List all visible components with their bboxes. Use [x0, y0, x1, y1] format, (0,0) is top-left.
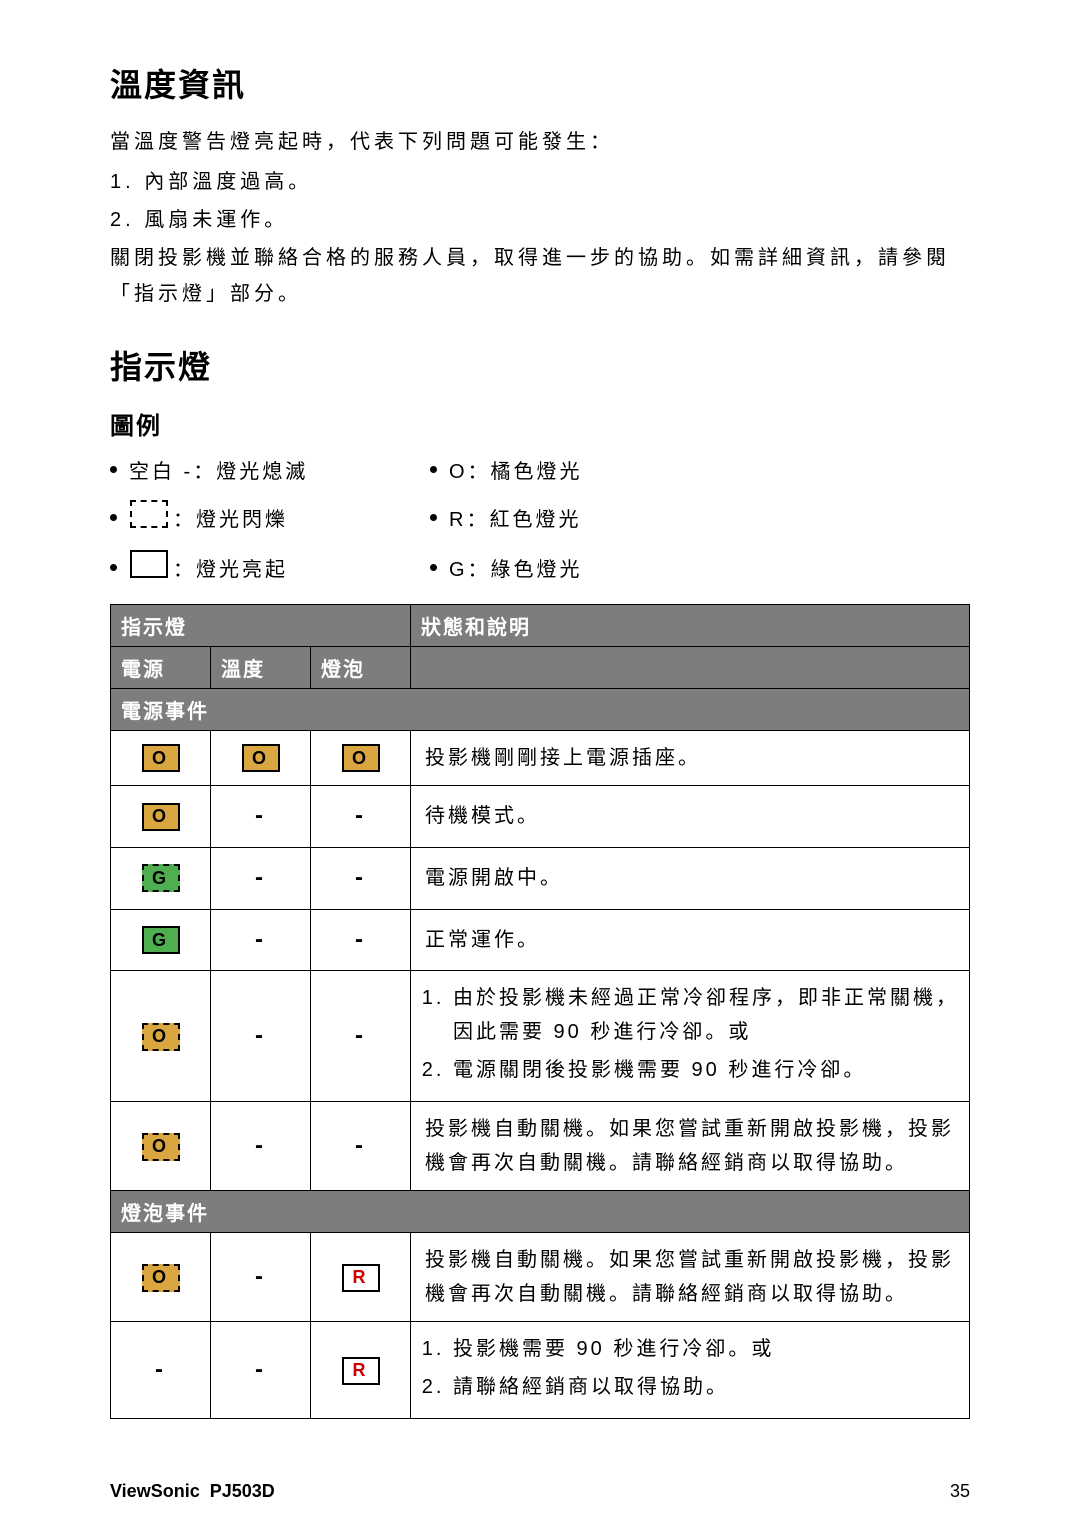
th-power-events: 電源事件: [111, 689, 970, 731]
bullet-icon: [110, 466, 117, 473]
indicator-red-solid: R: [342, 1357, 380, 1385]
legend-green: G：綠色燈光: [449, 553, 583, 582]
legend-flash: ：燈光閃爍: [173, 503, 288, 532]
th-lamp: 燈泡: [311, 647, 411, 689]
indicator-off: -: [255, 1356, 266, 1383]
footer-page-number: 35: [950, 1481, 970, 1502]
th-empty: [411, 647, 970, 689]
table-row: G - - 電源開啟中。: [111, 847, 970, 909]
indicator-off: -: [255, 1263, 266, 1290]
indicator-off: -: [255, 1022, 266, 1049]
indicator-orange-flash: O: [142, 1133, 180, 1161]
legend-title: 圖例: [110, 406, 970, 441]
indicator-off: -: [355, 1132, 366, 1159]
bullet-icon: [110, 564, 117, 571]
row-desc: 正常運作。: [411, 909, 970, 971]
indicator-table: 指示燈 狀態和說明 電源 溫度 燈泡 電源事件 O O O 投影機剛剛接上電源插…: [110, 604, 970, 1419]
legend-blank: 空白 -：燈光熄滅: [129, 455, 308, 484]
temp-item-2: 2. 風扇未運作。: [110, 202, 970, 238]
indicator-off: -: [355, 802, 366, 829]
flash-icon: [130, 500, 168, 528]
indicator-off: -: [355, 864, 366, 891]
indicator-off: -: [255, 864, 266, 891]
row-desc: 投影機剛剛接上電源插座。: [411, 731, 970, 786]
th-lamp-events: 燈泡事件: [111, 1191, 970, 1233]
indicator-orange-solid: O: [242, 744, 280, 772]
indicator-green-solid: G: [142, 926, 180, 954]
on-icon: [130, 550, 168, 578]
row-desc-item: 請聯絡經銷商以取得協助。: [453, 1370, 959, 1404]
legend-block: 空白 -：燈光熄滅 O：橘色燈光 ：燈光閃爍 R：紅色燈光 ：燈光亮起 G：綠色…: [110, 455, 970, 584]
bullet-icon: [430, 514, 437, 521]
row-desc: 待機模式。: [411, 786, 970, 848]
table-row: O - - 投影機自動關機。如果您嘗試重新開啟投影機，投影機會再次自動關機。請聯…: [111, 1102, 970, 1191]
temp-intro: 當溫度警告燈亮起時，代表下列問題可能發生：: [110, 124, 970, 160]
section-temperature-title: 溫度資訊: [110, 60, 970, 106]
indicator-off: -: [255, 1132, 266, 1159]
indicator-orange-flash: O: [142, 1023, 180, 1051]
temp-note: 關閉投影機並聯絡合格的服務人員，取得進一步的協助。如需詳細資訊，請參閱「指示燈」…: [110, 240, 970, 312]
row-desc: 電源開啟中。: [411, 847, 970, 909]
indicator-orange-solid: O: [142, 744, 180, 772]
th-indicator: 指示燈: [111, 605, 411, 647]
row-desc-list: 投影機需要 90 秒進行冷卻。或 請聯絡經銷商以取得協助。: [425, 1332, 959, 1404]
table-row: G - - 正常運作。: [111, 909, 970, 971]
table-row: O - - 由於投影機未經過正常冷卻程序，即非正常關機，因此需要 90 秒進行冷…: [111, 971, 970, 1102]
legend-red: R：紅色燈光: [449, 503, 581, 532]
th-power: 電源: [111, 647, 211, 689]
legend-on: ：燈光亮起: [173, 553, 288, 582]
bullet-icon: [430, 564, 437, 571]
legend-orange: O：橘色燈光: [449, 455, 583, 484]
table-row: O - R 投影機自動關機。如果您嘗試重新開啟投影機，投影機會再次自動關機。請聯…: [111, 1233, 970, 1322]
footer-brand: ViewSonic: [110, 1481, 200, 1501]
indicator-green-flash: G: [142, 864, 180, 892]
indicator-off: -: [155, 1356, 166, 1383]
indicator-red-solid: R: [342, 1264, 380, 1292]
row-desc-item: 投影機需要 90 秒進行冷卻。或: [453, 1332, 959, 1366]
row-desc-item: 電源關閉後投影機需要 90 秒進行冷卻。: [453, 1053, 959, 1087]
bullet-icon: [430, 466, 437, 473]
indicator-off: -: [355, 926, 366, 953]
page-footer: ViewSonic PJ503D 35: [110, 1481, 970, 1502]
bullet-icon: [110, 514, 117, 521]
temp-item-1: 1. 內部溫度過高。: [110, 164, 970, 200]
indicator-off: -: [255, 926, 266, 953]
th-temp: 溫度: [211, 647, 311, 689]
th-status: 狀態和說明: [411, 605, 970, 647]
row-desc-item: 由於投影機未經過正常冷卻程序，即非正常關機，因此需要 90 秒進行冷卻。或: [453, 981, 959, 1049]
row-desc: 投影機自動關機。如果您嘗試重新開啟投影機，投影機會再次自動關機。請聯絡經銷商以取…: [411, 1102, 970, 1191]
indicator-off: -: [355, 1022, 366, 1049]
footer-model: PJ503D: [210, 1481, 275, 1501]
indicator-orange-solid: O: [142, 803, 180, 831]
table-row: - - R 投影機需要 90 秒進行冷卻。或 請聯絡經銷商以取得協助。: [111, 1322, 970, 1419]
row-desc-list: 由於投影機未經過正常冷卻程序，即非正常關機，因此需要 90 秒進行冷卻。或 電源…: [425, 981, 959, 1087]
indicator-orange-solid: O: [342, 744, 380, 772]
section-indicator-title: 指示燈: [110, 342, 970, 388]
row-desc: 投影機自動關機。如果您嘗試重新開啟投影機，投影機會再次自動關機。請聯絡經銷商以取…: [411, 1233, 970, 1322]
table-row: O - - 待機模式。: [111, 786, 970, 848]
indicator-off: -: [255, 802, 266, 829]
indicator-orange-flash: O: [142, 1264, 180, 1292]
table-row: O O O 投影機剛剛接上電源插座。: [111, 731, 970, 786]
